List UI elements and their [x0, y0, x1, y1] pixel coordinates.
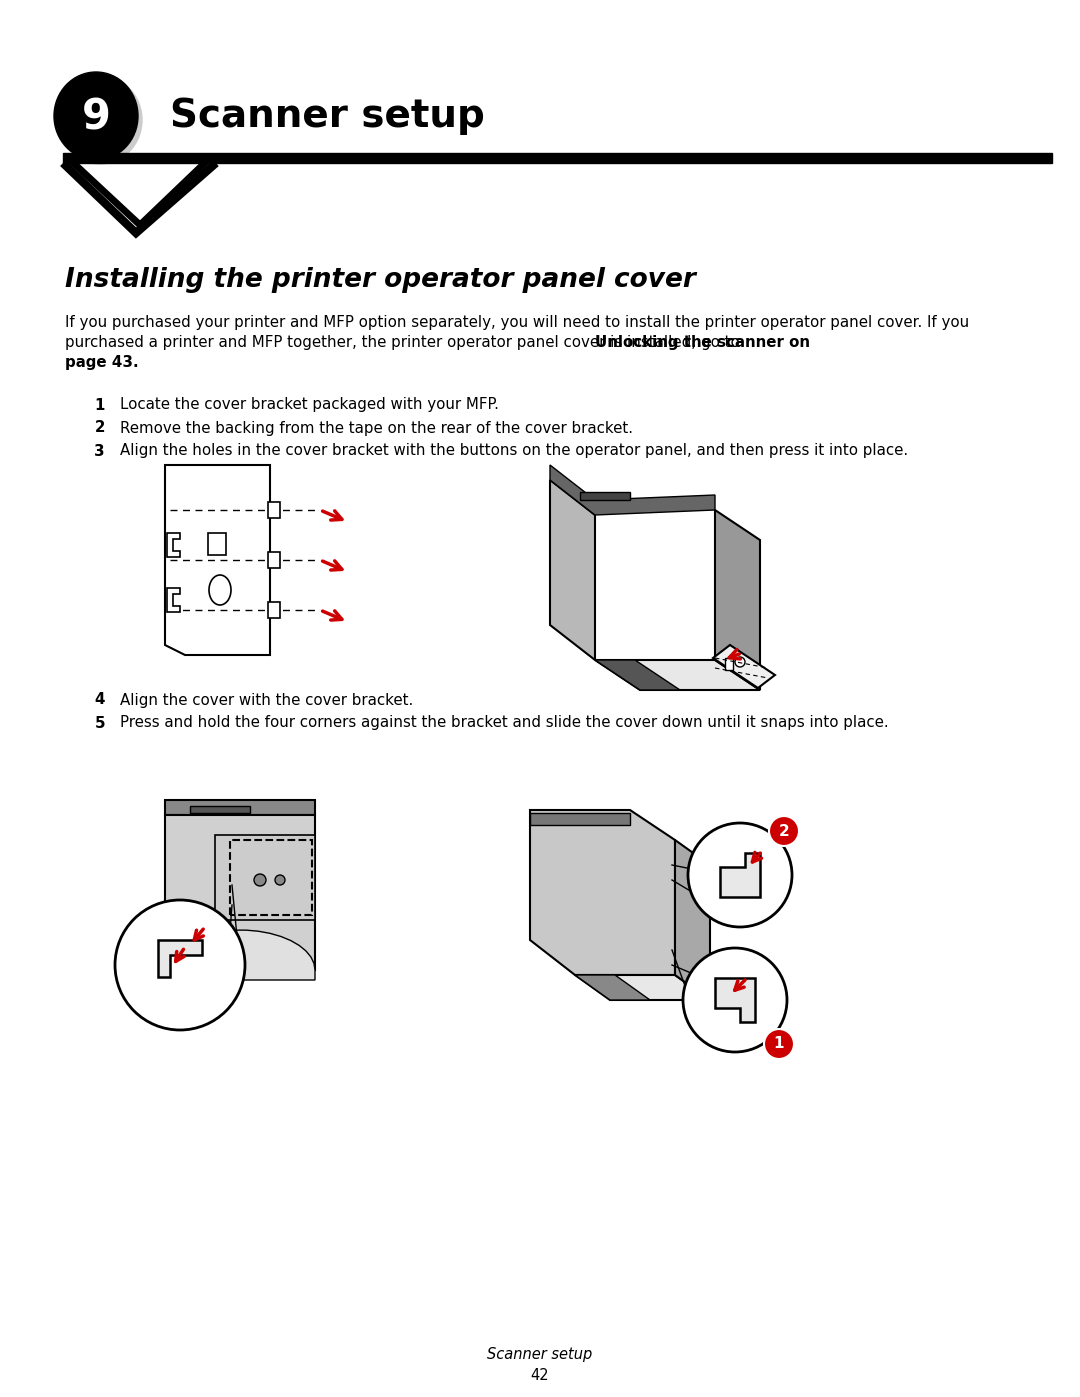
- Ellipse shape: [58, 75, 141, 163]
- Polygon shape: [575, 975, 710, 1000]
- Text: 4: 4: [95, 693, 105, 707]
- Text: If you purchased your printer and MFP option separately, you will need to instal: If you purchased your printer and MFP op…: [65, 314, 969, 330]
- Polygon shape: [215, 835, 315, 921]
- Text: 1: 1: [95, 398, 105, 412]
- Text: Unlocking the scanner on: Unlocking the scanner on: [595, 334, 810, 349]
- Polygon shape: [167, 588, 180, 612]
- Text: 1: 1: [773, 1037, 784, 1052]
- Polygon shape: [158, 940, 202, 977]
- Text: 2: 2: [95, 420, 105, 436]
- Circle shape: [688, 823, 792, 928]
- Polygon shape: [550, 481, 595, 659]
- Text: 3: 3: [94, 443, 105, 458]
- Polygon shape: [713, 645, 775, 687]
- Text: page 43.: page 43.: [65, 355, 138, 369]
- Text: purchased a printer and MFP together, the printer operator panel cover is instal: purchased a printer and MFP together, th…: [65, 334, 744, 349]
- Text: Scanner setup: Scanner setup: [487, 1348, 593, 1362]
- Circle shape: [735, 657, 745, 666]
- FancyBboxPatch shape: [725, 658, 733, 671]
- Polygon shape: [165, 465, 270, 655]
- Circle shape: [275, 875, 285, 886]
- Text: Press and hold the four corners against the bracket and slide the cover down unt: Press and hold the four corners against …: [120, 715, 889, 731]
- Polygon shape: [165, 930, 315, 981]
- Polygon shape: [575, 975, 650, 1000]
- Polygon shape: [165, 800, 315, 814]
- FancyBboxPatch shape: [190, 806, 249, 813]
- Text: 2: 2: [779, 823, 789, 838]
- Ellipse shape: [54, 73, 138, 161]
- Circle shape: [254, 875, 266, 886]
- Polygon shape: [268, 602, 280, 617]
- Text: Align the holes in the cover bracket with the buttons on the operator panel, and: Align the holes in the cover bracket wit…: [120, 443, 908, 458]
- Text: 9: 9: [82, 96, 110, 138]
- Polygon shape: [720, 854, 760, 897]
- Ellipse shape: [210, 576, 231, 605]
- Polygon shape: [167, 534, 180, 557]
- Polygon shape: [595, 659, 680, 690]
- Polygon shape: [595, 659, 760, 690]
- Polygon shape: [268, 502, 280, 518]
- Polygon shape: [530, 810, 675, 975]
- Text: Remove the backing from the tape on the rear of the cover bracket.: Remove the backing from the tape on the …: [120, 420, 633, 436]
- Text: 5: 5: [95, 715, 105, 731]
- Text: Installing the printer operator panel cover: Installing the printer operator panel co…: [65, 267, 696, 293]
- Text: Locate the cover bracket packaged with your MFP.: Locate the cover bracket packaged with y…: [120, 398, 499, 412]
- Polygon shape: [156, 155, 1050, 162]
- Text: Scanner setup: Scanner setup: [170, 96, 485, 136]
- Polygon shape: [63, 154, 1052, 163]
- Text: 42: 42: [530, 1368, 550, 1383]
- Polygon shape: [550, 465, 715, 515]
- FancyBboxPatch shape: [530, 813, 630, 826]
- Circle shape: [114, 900, 245, 1030]
- Polygon shape: [715, 510, 760, 690]
- Circle shape: [769, 816, 799, 847]
- Text: Align the cover with the cover bracket.: Align the cover with the cover bracket.: [120, 693, 414, 707]
- Circle shape: [764, 1030, 794, 1059]
- Circle shape: [683, 949, 787, 1052]
- FancyBboxPatch shape: [208, 534, 226, 555]
- Polygon shape: [268, 552, 280, 569]
- Polygon shape: [675, 840, 710, 1000]
- Polygon shape: [715, 978, 755, 1023]
- Polygon shape: [165, 814, 315, 970]
- FancyBboxPatch shape: [580, 492, 630, 500]
